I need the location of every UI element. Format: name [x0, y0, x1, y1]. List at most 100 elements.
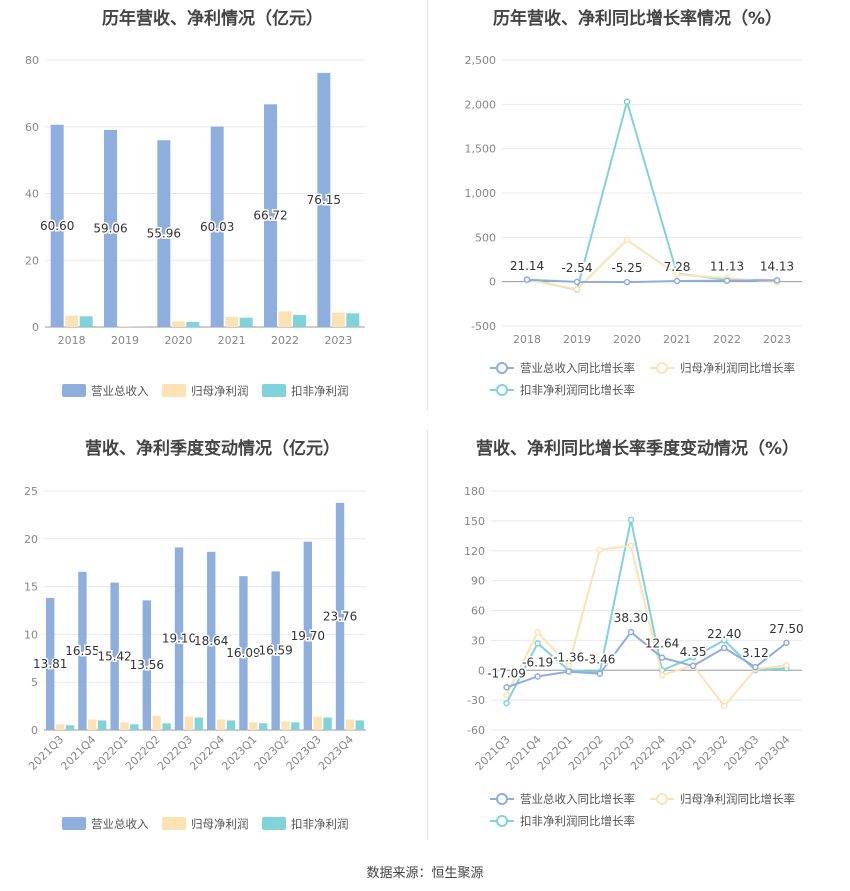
legend-swatch	[262, 817, 286, 830]
data-label: 60.03	[200, 220, 234, 234]
y-tick-label: 20	[24, 533, 38, 546]
bar-revenue	[104, 129, 117, 327]
bar-revenue	[303, 541, 313, 730]
data-label: 27.50	[769, 622, 803, 636]
data-point	[573, 285, 581, 293]
legend-label: 归母净利润	[191, 384, 249, 398]
bar-net-profit	[184, 716, 194, 730]
chart-title: 历年营收、净利同比增长率情况（%）	[492, 9, 783, 29]
annual-revenue-profit-panel: 历年营收、净利情况（亿元） 0 20 40 60 80 2018 2019 2020 2021 2…	[0, 0, 425, 410]
legend-swatch	[162, 384, 186, 397]
x-tick-label: 2019	[111, 334, 139, 347]
data-label: 23.76	[323, 609, 357, 623]
y-tick-label: -60	[467, 724, 485, 737]
bar-deducted-profit	[97, 720, 107, 730]
data-label: 16.09	[226, 646, 260, 660]
data-label: -6.19	[522, 655, 553, 669]
x-tick-label: 2023Q4	[316, 733, 356, 773]
x-tick-label: 2023	[324, 334, 352, 347]
legend-label: 营业总收入同比增长率	[520, 792, 635, 806]
y-tick-label: 2,000	[465, 98, 497, 111]
bar-net-profit	[345, 719, 355, 730]
legend-label: 营业总收入同比增长率	[520, 361, 635, 375]
bar-net-profit	[88, 719, 97, 730]
bar-revenue	[239, 576, 248, 730]
data-point	[723, 277, 731, 284]
legend: 营业总收入 归母净利润 扣非净利润	[62, 817, 349, 831]
data-point	[596, 546, 604, 554]
data-label: -1.36	[553, 651, 584, 665]
legend-label: 扣非净利润同比增长率	[520, 814, 635, 828]
legend-marker	[496, 815, 508, 827]
bar-revenue	[46, 597, 55, 730]
data-point	[573, 278, 581, 286]
data-label: 21.14	[510, 259, 544, 273]
series-line-net-profit	[526, 238, 778, 291]
y-tick-label: 60	[471, 605, 485, 618]
data-point	[721, 637, 728, 644]
legend-label: 归母净利润同比增长率	[680, 361, 795, 375]
quarterly-growth-panel: 营收、净利同比增长率季度变动情况（%） -60 -30 0 30 60 90 120 150 1…	[425, 426, 850, 846]
bar-net-profit	[225, 316, 239, 327]
y-tick-label: 180	[464, 485, 485, 498]
y-tick-label: -30	[467, 694, 485, 707]
bar-net-profit	[249, 722, 258, 730]
y-tick-label: -500	[471, 320, 496, 333]
y-tick-label: 0	[489, 276, 496, 289]
y-tick-label: 0	[31, 724, 38, 737]
bar-net-profit	[118, 325, 132, 327]
data-point	[503, 684, 510, 691]
data-label: 11.13	[710, 260, 744, 274]
legend-marker	[496, 384, 508, 396]
bar-revenue	[174, 547, 184, 730]
legend-label: 扣非净利润	[291, 817, 349, 831]
y-tick-label: 90	[471, 575, 485, 588]
data-label: 59.06	[93, 221, 127, 235]
y-tick-label: 0	[32, 321, 39, 334]
x-tick-label: 2020	[613, 333, 641, 346]
legend-marker	[496, 793, 508, 805]
data-point	[783, 639, 790, 647]
vertical-divider	[427, 430, 428, 840]
data-point	[658, 654, 666, 661]
data-label: 19.70	[291, 629, 325, 643]
bar-revenue	[264, 104, 277, 328]
y-tick-label: 10	[24, 628, 38, 641]
legend-label: 营业总收入	[91, 817, 149, 831]
data-label: -17.09	[487, 666, 526, 680]
x-tick-label: 2021	[663, 333, 691, 346]
data-label: 13.81	[33, 657, 67, 671]
quarter-line-chart: -60-3003060901201501802021Q32021Q42022Q1…	[464, 485, 805, 828]
chart-title: 营收、净利季度变动情况（亿元）	[85, 439, 340, 459]
bar-net-profit	[171, 321, 185, 327]
data-point	[627, 516, 635, 524]
x-tick-label: 2018	[513, 333, 541, 346]
data-point	[673, 277, 681, 285]
bar-deducted-profit	[346, 313, 360, 327]
data-label: 38.30	[614, 611, 648, 625]
data-label: 7.28	[664, 260, 691, 274]
data-label: 15.42	[97, 649, 131, 663]
x-tick-label: 2020	[164, 334, 192, 347]
bar-revenue	[157, 140, 171, 327]
data-point	[752, 663, 759, 671]
bar-revenue	[210, 126, 224, 327]
bar-revenue	[78, 571, 87, 730]
annual-growth-panel: 历年营收、净利同比增长率情况（%） -500 0 500 1,000 1,500 2,00…	[425, 0, 850, 410]
data-label: 12.64	[645, 637, 679, 651]
data-label: 76.15	[307, 193, 341, 207]
y-tick-label: 500	[475, 231, 496, 244]
bar-net-profit	[278, 311, 292, 327]
data-label: -3.46	[584, 653, 615, 667]
bar-net-profit	[313, 716, 322, 730]
legend-swatch	[62, 817, 86, 830]
data-point	[623, 236, 631, 244]
bar-revenue	[142, 600, 152, 730]
y-tick-label: 30	[471, 634, 485, 647]
y-tick-label: 20	[25, 254, 39, 267]
data-point	[534, 673, 541, 680]
data-point	[627, 542, 635, 550]
quarter-bar-chart: 05101520252021Q32021Q42022Q12022Q22022Q3…	[24, 485, 366, 831]
bar-revenue	[110, 582, 119, 730]
x-tick-label: 2018	[58, 334, 86, 347]
